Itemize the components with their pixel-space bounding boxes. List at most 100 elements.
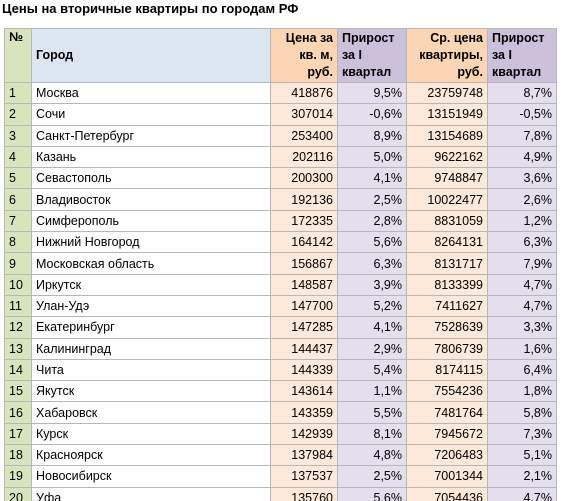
table-cell: 1,6% [487,337,557,360]
table-cell: 18 [4,444,32,467]
table-cell: 4,1% [337,316,407,339]
table-cell: 8,9% [337,124,407,147]
table-cell: 14 [4,358,32,382]
table-cell: 15 [4,380,32,403]
table-cell: Нижний Новгород [31,231,271,254]
header-line: за I [342,48,362,62]
table-cell: 253400 [270,124,338,147]
table-row: 12 Екатеринбург 147285 4,1% 7528639 3,3% [4,316,557,339]
table-cell: 200300 [270,167,338,190]
table-cell: 8,1% [337,422,407,446]
table-cell: 13 [4,337,32,360]
table-cell: 143614 [270,380,338,403]
table-row: 1 Москва 418876 9,5% 23759748 8,7% [4,81,557,105]
table-row: 10 Иркутск 148587 3,9% 8133399 4,7% [4,273,557,296]
table-cell: 9,5% [337,81,407,105]
table-cell: 5,6% [337,231,407,254]
table-cell: Владивосток [31,188,271,211]
table-cell: 5,0% [337,145,407,169]
table-cell: 20 [4,486,32,501]
header-cell: Прирост за I квартал [487,28,557,83]
table-row: 8 Нижний Новгород 164142 5,6% 8264131 6,3% [4,231,557,254]
table-row: 15 Якутск 143614 1,1% 7554236 1,8% [4,380,557,403]
header-line: кв. м, [299,48,333,62]
table-cell: 147700 [270,294,338,318]
table-cell: 144339 [270,358,338,382]
table-row: 2 Сочи 307014 -0,6% 13151949 -0,5% [4,103,557,126]
table-cell: 7411627 [406,294,488,318]
header-line: квартиры, [419,48,483,62]
table-cell: 1,8% [487,380,557,403]
table-row: 19 Новосибирск 137537 2,5% 7001344 2,1% [4,465,557,488]
table-cell: 4,7% [487,294,557,318]
table-cell: Хабаровск [31,401,271,424]
table-row: 11 Улан-Удэ 147700 5,2% 7411627 4,7% [4,294,557,318]
table-cell: 9622162 [406,145,488,169]
table-cell: 6,4% [487,358,557,382]
table-row: 4 Казань 202116 5,0% 9622162 4,9% [4,145,557,169]
table-cell: 2,5% [337,188,407,211]
table-cell: 1,2% [487,209,557,233]
table-cell: 5,6% [337,486,407,501]
table-cell: 4,8% [337,444,407,467]
header-line: руб. [307,65,333,79]
table-cell: 10 [4,273,32,296]
table-cell: 2,9% [337,337,407,360]
header-line: за I [492,48,512,62]
table-cell: 7481764 [406,401,488,424]
table-cell: Московская область [31,252,271,275]
table-cell: Калининград [31,337,271,360]
header-cell: Прирост за I квартал [337,28,407,83]
table-cell: Москва [31,81,271,105]
table-cell: 16 [4,401,32,424]
table-cell: 1 [4,81,32,105]
table-cell: 6,3% [487,231,557,254]
table-cell: 4,7% [487,486,557,501]
table-cell: 2,5% [337,465,407,488]
table-cell: 147285 [270,316,338,339]
table-cell: 5,2% [337,294,407,318]
table-cell: 17 [4,422,32,446]
table-cell: 4,1% [337,167,407,190]
table-cell: 307014 [270,103,338,126]
table-row: 7 Симферополь 172335 2,8% 8831059 1,2% [4,209,557,233]
table-cell: 10022477 [406,188,488,211]
table-cell: 5,8% [487,401,557,424]
header-line: Цена за [285,31,333,45]
table-cell: Красноярск [31,444,271,467]
header-cell: Цена за кв. м, руб. [270,28,338,83]
table-cell: 7 [4,209,32,233]
header-cell: Город [31,28,271,83]
title: Цены на вторичные квартиры по городам РФ [2,1,299,16]
table-cell: 148587 [270,273,338,296]
header-line: квартал [342,65,392,79]
table-cell: 202116 [270,145,338,169]
header-line: Прирост [342,31,395,45]
table-cell: 7206483 [406,444,488,467]
table-cell: 418876 [270,81,338,105]
table-cell: 6 [4,188,32,211]
table-cell: Чита [31,358,271,382]
table-cell: 4,7% [487,273,557,296]
table-row: 13 Калининград 144437 2,9% 7806739 1,6% [4,337,557,360]
header-line: № [9,30,23,44]
table-cell: 13154689 [406,124,488,147]
table-cell: 8,7% [487,81,557,105]
table-cell: Санкт-Петербург [31,124,271,147]
table-cell: 6,3% [337,252,407,275]
header-line: Ср. цена [430,31,483,45]
table-row: 18 Красноярск 137984 4,8% 7206483 5,1% [4,444,557,467]
table-cell: 2,6% [487,188,557,211]
table-cell: 7,9% [487,252,557,275]
table-row: 17 Курск 142939 8,1% 7945672 7,3% [4,422,557,446]
table-cell: 2,8% [337,209,407,233]
table-cell: 3,6% [487,167,557,190]
table-cell: 13151949 [406,103,488,126]
table-cell: 8174115 [406,358,488,382]
table-cell: 144437 [270,337,338,360]
table-row: 14 Чита 144339 5,4% 8174115 6,4% [4,358,557,382]
table-cell: 5,1% [487,444,557,467]
header-line: квартал [492,65,542,79]
table-row: 16 Хабаровск 143359 5,5% 7481764 5,8% [4,401,557,424]
